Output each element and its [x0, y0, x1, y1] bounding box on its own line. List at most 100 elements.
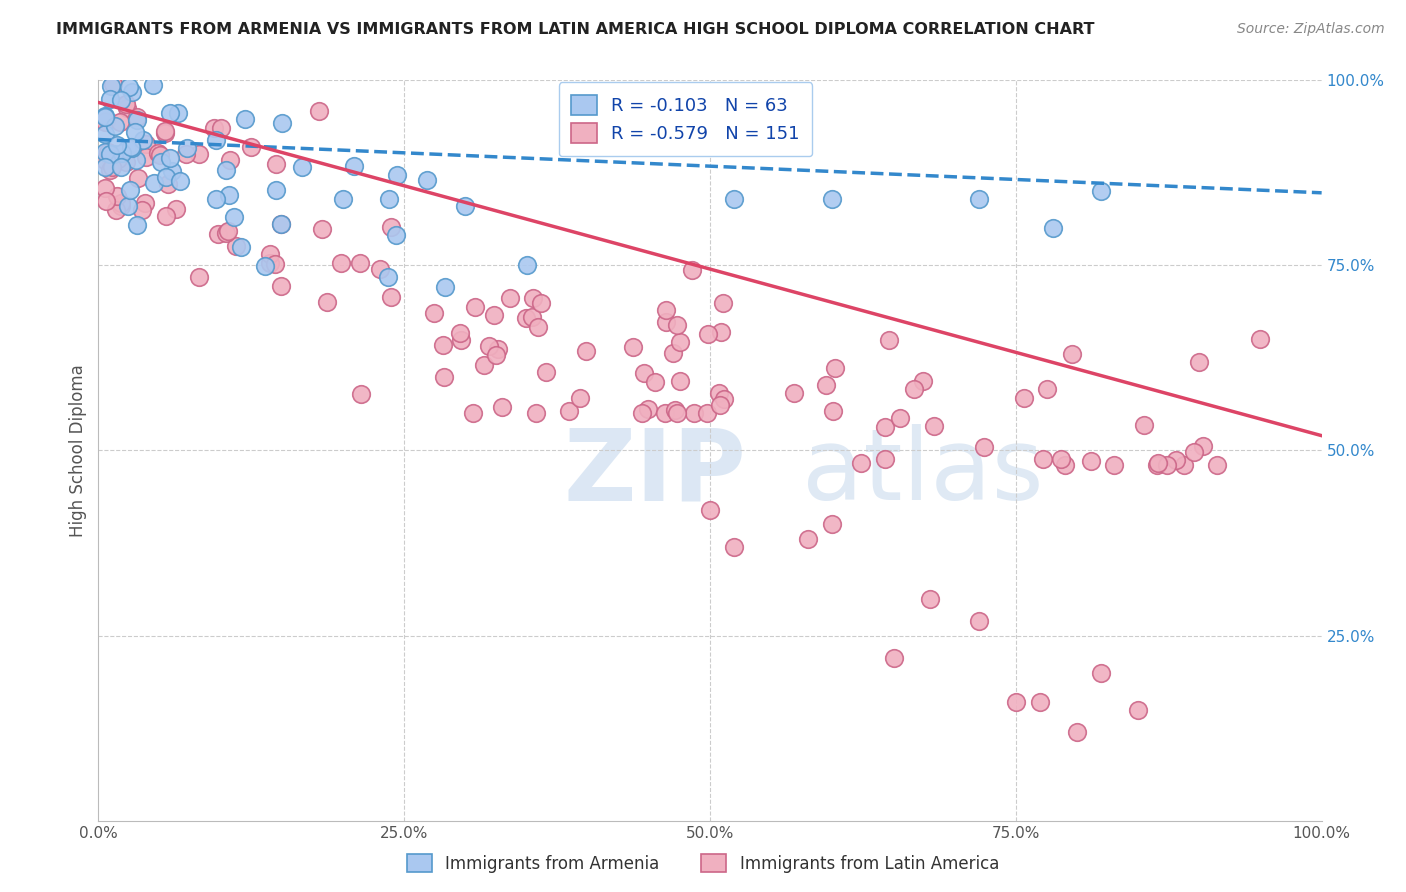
Point [93, 153, 115, 167]
Point [101, 77, 124, 91]
Point [380, 290, 402, 304]
Point [332, 192, 354, 206]
Point [821, 517, 844, 532]
Point [449, 326, 471, 341]
Point [486, 342, 509, 356]
Point [380, 220, 402, 235]
Point [264, 257, 287, 271]
Point [903, 382, 925, 396]
Point [1146, 458, 1168, 473]
Point [162, 164, 184, 178]
Point [264, 157, 287, 171]
Point [723, 192, 745, 206]
Point [713, 392, 735, 406]
Point [1182, 445, 1205, 459]
Point [125, 153, 148, 167]
Point [485, 348, 508, 362]
Point [1192, 439, 1215, 453]
Point [879, 333, 901, 347]
Point [349, 255, 371, 269]
Point [1206, 458, 1229, 473]
Point [204, 193, 226, 207]
Point [534, 365, 557, 379]
Point [118, 80, 141, 95]
Point [666, 407, 689, 421]
Point [1053, 458, 1076, 473]
Point [350, 387, 373, 401]
Point [1102, 458, 1125, 473]
Point [873, 420, 896, 434]
Point [432, 338, 454, 352]
Point [707, 385, 730, 400]
Point [209, 121, 232, 136]
Point [669, 335, 692, 350]
Point [100, 78, 122, 93]
Point [150, 154, 173, 169]
Point [1249, 332, 1271, 346]
Point [270, 217, 292, 231]
Point [491, 400, 513, 414]
Point [149, 148, 172, 162]
Point [1029, 695, 1052, 709]
Point [141, 78, 163, 92]
Point [330, 255, 353, 269]
Legend: R = -0.103   N = 63, R = -0.579   N = 151: R = -0.103 N = 63, R = -0.579 N = 151 [558, 82, 813, 156]
Point [270, 217, 292, 231]
Point [883, 650, 905, 665]
Point [125, 219, 148, 233]
Point [482, 308, 505, 322]
Point [922, 419, 945, 434]
Point [105, 202, 128, 217]
Text: IMMIGRANTS FROM ARMENIA VS IMMIGRANTS FROM LATIN AMERICA HIGH SCHOOL DIPLOMA COR: IMMIGRANTS FROM ARMENIA VS IMMIGRANTS FR… [56, 22, 1095, 37]
Point [849, 457, 872, 471]
Point [127, 113, 149, 128]
Point [120, 139, 142, 153]
Point [98, 162, 121, 177]
Point [120, 183, 142, 197]
Point [188, 270, 211, 285]
Point [93, 109, 115, 123]
Point [266, 183, 288, 197]
Point [661, 346, 683, 360]
Text: ZIP: ZIP [564, 425, 747, 521]
Point [454, 199, 477, 213]
Point [723, 540, 745, 554]
Point [176, 141, 198, 155]
Point [530, 296, 553, 310]
Point [188, 147, 211, 161]
Point [155, 169, 177, 184]
Point [115, 154, 138, 169]
Point [709, 398, 731, 412]
Point [308, 103, 330, 118]
Point [669, 374, 692, 388]
Point [259, 256, 281, 270]
Point [1032, 452, 1054, 467]
Point [131, 203, 153, 218]
Point [240, 140, 263, 154]
Point [217, 224, 239, 238]
Point [259, 247, 281, 261]
Text: atlas: atlas [801, 425, 1043, 521]
Point [159, 105, 181, 120]
Point [229, 239, 252, 253]
Point [575, 344, 598, 359]
Point [699, 502, 721, 516]
Point [423, 306, 446, 320]
Point [522, 291, 544, 305]
Point [1090, 184, 1112, 198]
Point [115, 142, 138, 156]
Point [155, 126, 177, 140]
Point [218, 187, 240, 202]
Point [143, 177, 166, 191]
Point [370, 261, 392, 276]
Point [270, 278, 292, 293]
Point [461, 407, 484, 421]
Point [824, 361, 846, 376]
Point [384, 227, 406, 242]
Point [912, 374, 935, 388]
Point [1164, 453, 1187, 467]
Point [472, 358, 495, 372]
Point [117, 199, 139, 213]
Point [666, 318, 689, 332]
Point [311, 221, 333, 235]
